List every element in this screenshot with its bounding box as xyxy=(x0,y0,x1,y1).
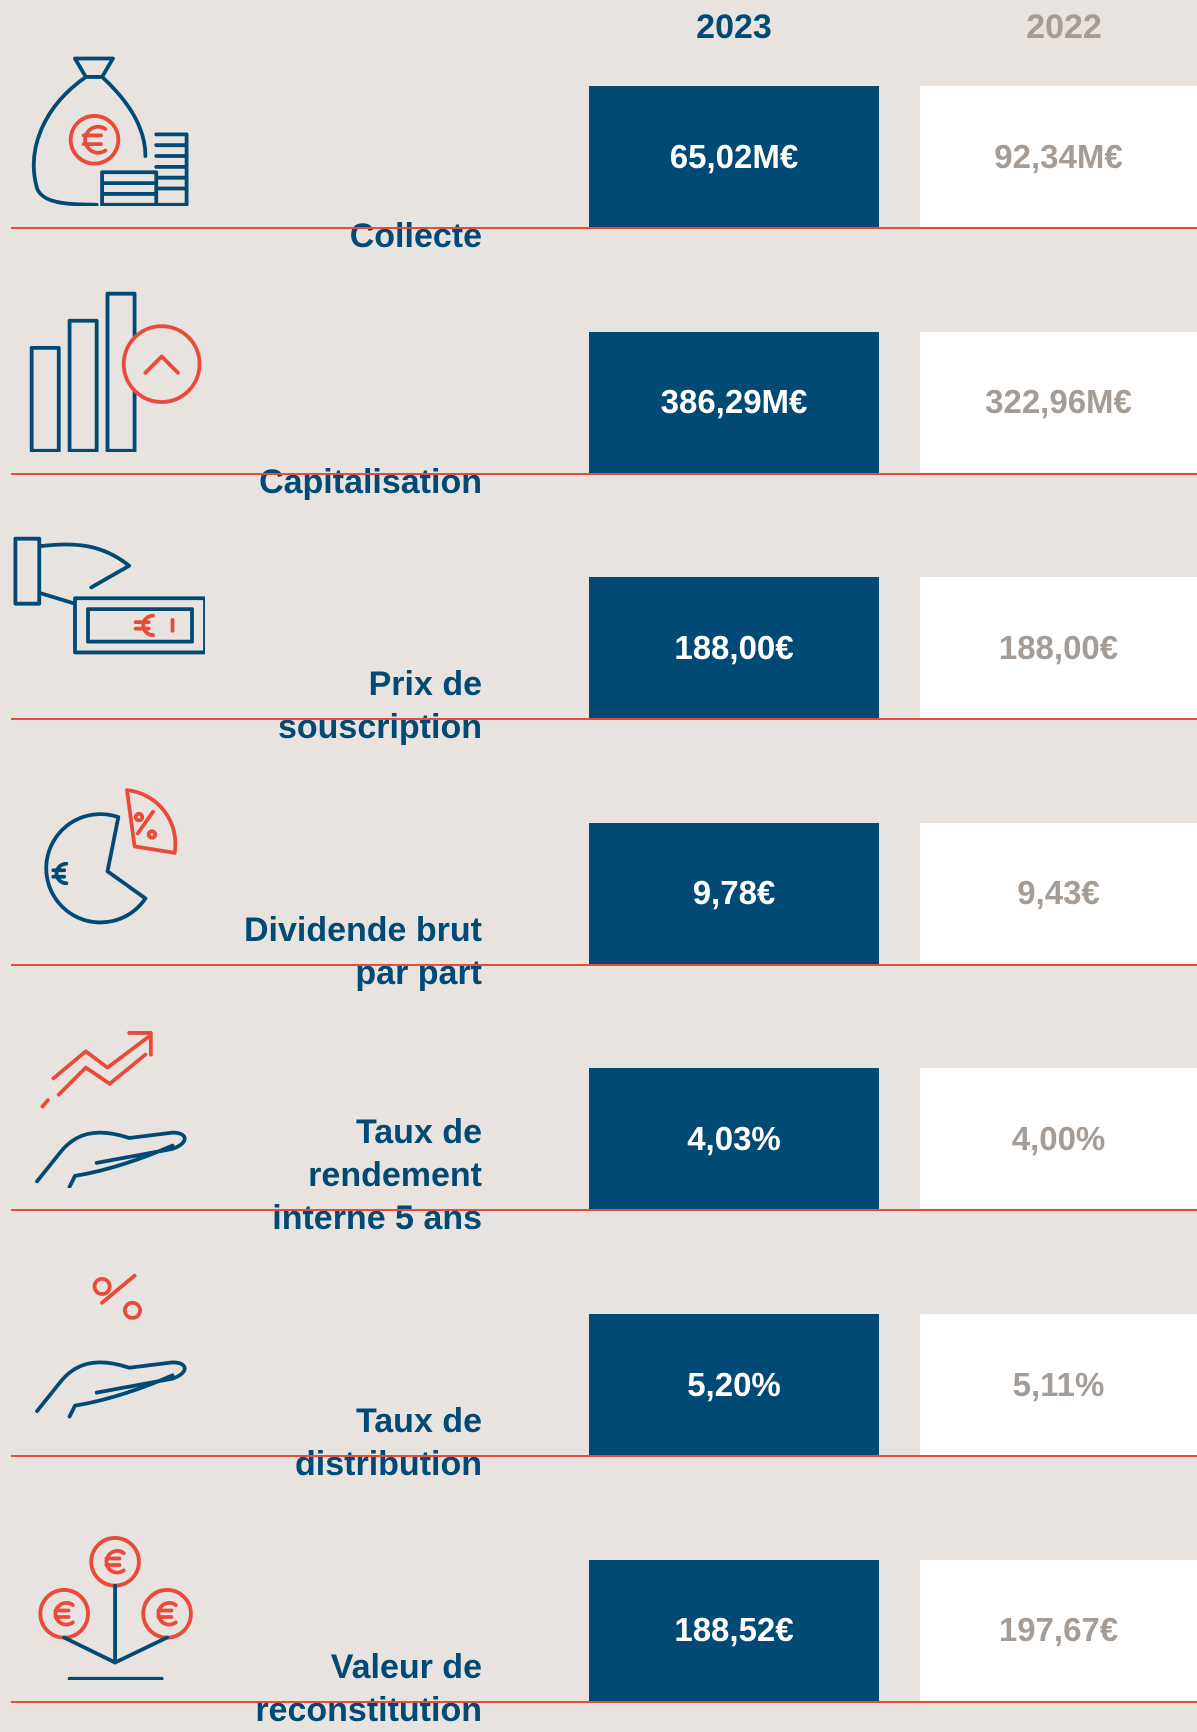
label-line: reconstitution xyxy=(255,1690,482,1729)
label-line: par part xyxy=(355,953,482,992)
previous-value: 92,34M€ xyxy=(920,86,1197,227)
row-icon xyxy=(10,778,205,943)
icon-graphic xyxy=(38,1535,193,1681)
current-value: 188,52€ xyxy=(589,1559,879,1701)
table-row: Valeur de reconstitution 188,52€ 197,67€ xyxy=(0,1535,1197,1729)
previous-value: 5,11% xyxy=(920,1314,1197,1455)
row-icon xyxy=(10,532,207,697)
label-line: Dividende brut xyxy=(243,910,482,949)
row-label: Taux de distribution xyxy=(200,1400,482,1486)
previous-value: 4,00% xyxy=(920,1068,1197,1210)
separator xyxy=(11,1455,1197,1457)
row-label: Capitalisation xyxy=(200,461,482,504)
row-label: Valeur de reconstitution xyxy=(200,1646,482,1732)
current-value: 5,20% xyxy=(589,1314,879,1455)
current-value: 4,03% xyxy=(589,1068,879,1210)
previous-value: 322,96M€ xyxy=(920,331,1197,473)
separator xyxy=(11,472,1197,475)
previous-value: 188,00€ xyxy=(920,577,1197,719)
table-row: Capitalisation 386,29M€ 322,96M€ xyxy=(0,291,1197,501)
label-line: Capitalisation xyxy=(259,462,482,501)
table-row: Taux de rendement interne 5 ans 4,03% 4,00% xyxy=(0,1031,1197,1237)
icon-graphic xyxy=(35,1031,187,1190)
table-row: Taux de distribution 5,20% 5,11% xyxy=(0,1273,1197,1483)
row-icon xyxy=(10,287,205,453)
row-icon xyxy=(10,41,205,207)
icon-graphic xyxy=(44,787,178,925)
row-label: Collecte xyxy=(200,215,482,258)
column-header: 2023 xyxy=(696,8,772,46)
table-row: Dividende brut par part 9,78€ 9,43€ xyxy=(0,787,1197,992)
row-label: Taux de rendement interne 5 ans xyxy=(200,1111,482,1240)
separator xyxy=(11,227,1197,229)
current-value: 65,02M€ xyxy=(589,86,879,227)
separator xyxy=(11,1209,1197,1212)
page: 2023 2022 Collecte 65,02M€ 92,34M€ Capitali… xyxy=(0,8,1197,1729)
current-value: 386,29M€ xyxy=(589,331,879,473)
row-icon xyxy=(10,1269,205,1434)
label-line: Prix de xyxy=(368,665,482,704)
row-label: Dividende brut par part xyxy=(200,909,482,995)
icon-graphic xyxy=(32,56,189,207)
separator xyxy=(11,963,1197,966)
table-row: Collecte 65,02M€ 92,34M€ xyxy=(0,56,1197,255)
row-icon xyxy=(10,1023,205,1190)
label-line: interne 5 ans xyxy=(272,1199,482,1238)
label-line: Taux de xyxy=(356,1113,482,1152)
label-line: Taux de xyxy=(356,1402,482,1440)
previous-value: 197,67€ xyxy=(920,1559,1197,1701)
current-value: 188,00€ xyxy=(589,577,879,719)
label-line: Collecte xyxy=(349,217,482,255)
current-value: 9,78€ xyxy=(589,822,879,964)
label-line: rendement xyxy=(308,1156,482,1195)
label-line: distribution xyxy=(295,1445,482,1483)
table-row: Prix de souscription 188,00€ 188,00€ xyxy=(0,536,1197,746)
icon-graphic xyxy=(35,1273,187,1419)
label-line: souscription xyxy=(277,708,482,747)
separator xyxy=(11,1700,1197,1703)
icon-graphic xyxy=(13,536,207,655)
icon-graphic xyxy=(29,291,202,453)
label-line: Valeur de xyxy=(330,1647,482,1686)
row-icon xyxy=(10,1515,205,1681)
row-label: Prix de souscription xyxy=(200,663,482,749)
separator xyxy=(11,718,1197,721)
column-header: 2022 xyxy=(1026,8,1102,46)
previous-value: 9,43€ xyxy=(920,822,1197,964)
